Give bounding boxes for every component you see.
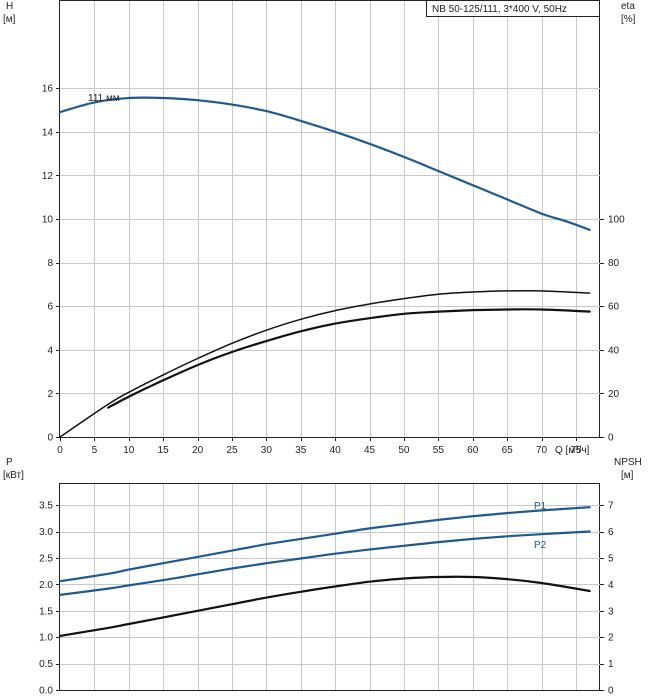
npsh-axis-unit: [м] — [621, 470, 634, 481]
top-left-tick-label: 4 — [47, 345, 53, 356]
bottom-series-2-line — [58, 575, 591, 637]
p-axis-label: P — [6, 457, 13, 468]
x-tick-label: 55 — [433, 445, 445, 456]
top-left-tick-label: 12 — [42, 171, 54, 182]
eta-axis-label: eta — [621, 1, 635, 12]
p-axis-unit: [кВт] — [3, 470, 24, 481]
top-left-tick-label: 6 — [47, 302, 53, 313]
x-tick-label: 5 — [92, 445, 98, 456]
top-left-tick-label: 8 — [47, 258, 53, 269]
top-left-tick-label: 10 — [42, 215, 54, 226]
bottom-right-tick-label: 0 — [608, 686, 614, 697]
x-tick-label: 15 — [158, 445, 170, 456]
tick-labels: 02468101214160204060801000.00.51.01.52.0… — [39, 84, 625, 697]
bottom-left-tick-label: 3.5 — [39, 501, 53, 512]
x-tick-label: 75 — [570, 445, 582, 456]
x-tick-label: 25 — [226, 445, 238, 456]
x-tick-label: 10 — [123, 445, 135, 456]
bottom-left-tick-label: 0.5 — [39, 659, 53, 670]
bottom-series-0-line — [58, 506, 591, 583]
series-label-111mm: 111 мм — [88, 93, 120, 104]
q-axis-label: Q [м³/ч] — [555, 445, 590, 456]
bottom-right-tick-label: 6 — [608, 527, 614, 538]
top-right-tick-label: 60 — [608, 302, 620, 313]
bottom-grid — [60, 484, 600, 690]
bottom-left-tick-label: 3.0 — [39, 527, 53, 538]
top-left-tick-label: 0 — [47, 433, 53, 444]
series-label-p2: P2 — [534, 540, 547, 551]
x-tick-label: 0 — [57, 445, 63, 456]
bottom-series-1-line — [58, 530, 591, 596]
x-tick-label: 35 — [295, 445, 307, 456]
chart-title: NB 50-125/111, 3*400 V, 50Hz — [432, 4, 567, 15]
top-right-tick-label: 100 — [608, 215, 625, 226]
h-axis-label: H — [6, 1, 13, 12]
top-left-tick-label: 14 — [42, 127, 54, 138]
h-axis-unit: [м] — [3, 14, 16, 25]
top-series-2-line — [107, 308, 591, 409]
x-tick-label: 60 — [467, 445, 479, 456]
bottom-left-tick-label: 1.0 — [39, 633, 53, 644]
series-label-p1: P1 — [534, 501, 547, 512]
bottom-right-tick-label: 4 — [608, 580, 614, 591]
title-box — [426, 0, 600, 17]
top-grid — [60, 1, 600, 437]
x-tick-label: 50 — [398, 445, 410, 456]
top-series-0-line — [58, 96, 591, 231]
x-tick-label: 30 — [261, 445, 273, 456]
bottom-left-tick-label: 1.5 — [39, 606, 53, 617]
x-tick-label: 20 — [192, 445, 204, 456]
eta-axis-unit: [%] — [621, 14, 636, 25]
x-tick-label: 45 — [364, 445, 376, 456]
npsh-axis-label: NPSH — [614, 457, 642, 468]
top-left-tick-label: 2 — [47, 389, 53, 400]
top-series-1-line — [59, 289, 591, 438]
bottom-left-tick-label: 2.0 — [39, 580, 53, 591]
bottom-plot-frame — [59, 483, 600, 691]
bottom-left-tick-label: 2.5 — [39, 553, 53, 564]
x-tick-label: 65 — [502, 445, 514, 456]
bottom-left-tick-label: 0.0 — [39, 686, 53, 697]
bottom-right-tick-label: 1 — [608, 659, 614, 670]
bottom-right-tick-label: 3 — [608, 606, 614, 617]
top-right-tick-label: 80 — [608, 258, 620, 269]
x-tick-label: 70 — [536, 445, 548, 456]
bottom-right-tick-label: 2 — [608, 633, 614, 644]
bottom-right-tick-label: 5 — [608, 553, 614, 564]
top-right-tick-label: 20 — [608, 389, 620, 400]
top-left-tick-label: 16 — [42, 84, 54, 95]
top-right-tick-label: 0 — [608, 433, 614, 444]
curves — [58, 96, 591, 637]
x-tick-label: 40 — [330, 445, 342, 456]
bottom-right-tick-label: 7 — [608, 501, 614, 512]
top-right-tick-label: 40 — [608, 345, 620, 356]
